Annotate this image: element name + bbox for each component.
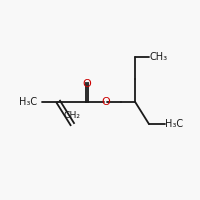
Text: H₃C: H₃C — [19, 97, 37, 107]
Text: O: O — [101, 97, 110, 107]
Text: CH₃: CH₃ — [150, 52, 168, 62]
Text: CH₂: CH₂ — [64, 111, 81, 120]
Text: O: O — [83, 79, 91, 89]
Text: H₃C: H₃C — [165, 119, 183, 129]
